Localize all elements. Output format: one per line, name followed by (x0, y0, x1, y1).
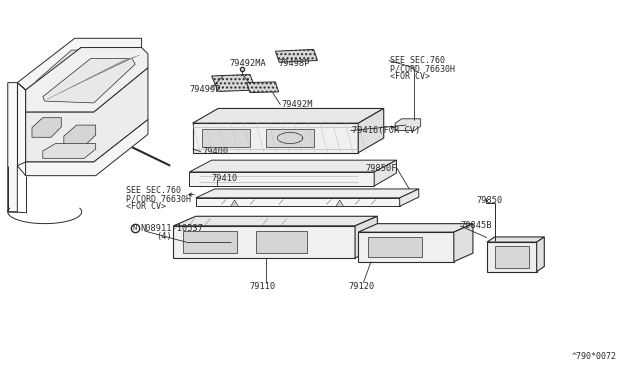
Polygon shape (275, 49, 317, 62)
Polygon shape (487, 242, 537, 272)
Polygon shape (32, 118, 61, 137)
Text: 79498P: 79498P (278, 59, 310, 68)
Text: 79850: 79850 (476, 196, 502, 205)
Text: <FOR CV>: <FOR CV> (390, 72, 430, 81)
Polygon shape (231, 200, 239, 206)
Polygon shape (17, 38, 141, 90)
Text: 79110: 79110 (250, 282, 276, 291)
Polygon shape (173, 226, 355, 258)
Polygon shape (266, 129, 314, 147)
Text: P/CORD 76630H: P/CORD 76630H (125, 194, 191, 203)
Polygon shape (495, 246, 529, 268)
Polygon shape (193, 123, 358, 153)
Polygon shape (43, 144, 96, 158)
Text: P/CORD 76630H: P/CORD 76630H (390, 64, 455, 73)
Text: 79410: 79410 (212, 174, 238, 183)
Polygon shape (368, 237, 422, 257)
Polygon shape (26, 48, 148, 112)
Polygon shape (183, 231, 237, 253)
Polygon shape (399, 189, 419, 206)
Polygon shape (196, 189, 419, 198)
Polygon shape (202, 129, 250, 147)
Polygon shape (256, 231, 307, 253)
Text: N: N (132, 225, 137, 231)
Polygon shape (487, 237, 544, 242)
Polygon shape (8, 83, 26, 212)
Text: SEE SEC.760: SEE SEC.760 (125, 186, 180, 195)
Polygon shape (454, 224, 473, 262)
Polygon shape (212, 74, 256, 92)
Text: 79845B: 79845B (460, 221, 492, 230)
Text: 79120: 79120 (349, 282, 375, 291)
Polygon shape (193, 109, 384, 123)
Polygon shape (537, 237, 544, 272)
Text: (4): (4) (156, 232, 172, 241)
Polygon shape (358, 232, 454, 262)
Text: 79850F: 79850F (366, 164, 397, 173)
Text: ^790*0072: ^790*0072 (572, 352, 616, 361)
Polygon shape (358, 224, 473, 232)
Polygon shape (355, 216, 378, 258)
Polygon shape (358, 109, 384, 153)
Polygon shape (336, 200, 344, 206)
Text: <FOR CV>: <FOR CV> (125, 202, 166, 211)
Text: 79416(FOR CV): 79416(FOR CV) (352, 126, 420, 135)
Text: 79499P: 79499P (189, 85, 221, 94)
Text: SEE SEC.760: SEE SEC.760 (390, 56, 445, 65)
Polygon shape (374, 160, 396, 186)
Polygon shape (173, 216, 378, 226)
Text: 79492MA: 79492MA (230, 59, 266, 68)
Polygon shape (36, 50, 132, 86)
Polygon shape (26, 119, 148, 176)
Polygon shape (43, 59, 135, 103)
Polygon shape (26, 68, 148, 162)
Polygon shape (196, 198, 399, 206)
Text: 79492M: 79492M (282, 100, 313, 109)
Text: 79400: 79400 (202, 147, 228, 156)
Polygon shape (395, 119, 420, 131)
Polygon shape (189, 172, 374, 186)
Polygon shape (246, 82, 278, 93)
Polygon shape (189, 160, 396, 172)
Text: N08911-10537: N08911-10537 (140, 224, 204, 233)
Polygon shape (64, 125, 96, 147)
